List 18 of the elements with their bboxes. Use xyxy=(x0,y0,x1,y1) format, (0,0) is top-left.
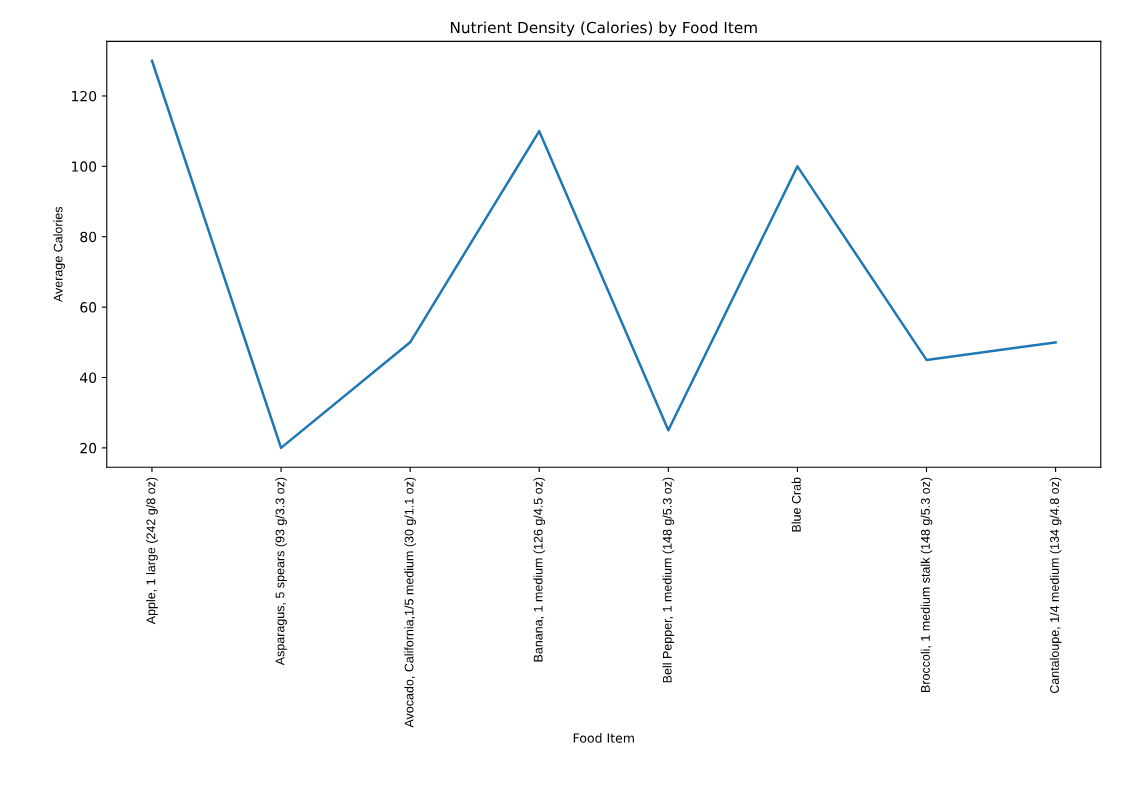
x-tick-label: Apple, 1 large (242 g/8 oz) xyxy=(146,477,158,625)
y-tick-label: 40 xyxy=(80,372,97,383)
y-tick-label: 100 xyxy=(72,161,97,172)
x-tick-label: Asparagus, 5 spears (93 g/3.3 oz) xyxy=(275,477,287,666)
x-tick-label: Banana, 1 medium (126 g/4.5 oz) xyxy=(533,477,546,662)
x-tick-label: Bell Pepper, 1 medium (148 g/5.3 oz) xyxy=(662,477,675,683)
x-tick-label: Cantaloupe, 1/4 medium (134 g/4.8 oz) xyxy=(1049,477,1062,694)
x-tick-label: Avocado, California,1/5 medium (30 g/1.1 oz) xyxy=(404,477,416,728)
y-tick-label: 120 xyxy=(72,90,97,102)
x-axis-title: Food Item xyxy=(573,733,634,743)
line-series xyxy=(150,59,1057,450)
y-tick-label: 60 xyxy=(80,302,97,313)
y-tick-label: 80 xyxy=(80,231,97,243)
chart-title: Nutrient Density (Calories) by Food Item xyxy=(450,21,757,37)
x-tick-label: Blue Crab xyxy=(791,477,801,532)
y-tick-label: 20 xyxy=(80,442,97,454)
x-tick-label: Broccoli, 1 medium stalk (148 g/5.3 oz) xyxy=(920,477,933,692)
y-axis-title: Average Calories xyxy=(53,206,65,303)
